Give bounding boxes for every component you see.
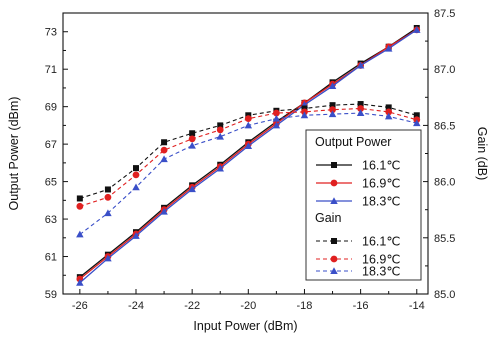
data-marker-circle bbox=[330, 255, 338, 263]
data-marker-circle bbox=[188, 135, 196, 143]
data-marker-triangle bbox=[244, 121, 253, 129]
data-marker-circle bbox=[76, 202, 84, 210]
data-marker-triangle bbox=[244, 142, 253, 150]
y-right-tick-label: 86.0 bbox=[434, 177, 455, 189]
y-axis-right-title: Gain (dB) bbox=[475, 127, 489, 181]
data-marker-circle bbox=[244, 115, 252, 123]
data-marker-circle bbox=[160, 146, 168, 154]
data-marker-square bbox=[331, 162, 337, 168]
data-marker-circle bbox=[329, 106, 336, 114]
data-marker-circle bbox=[132, 171, 140, 179]
x-tick-label: -20 bbox=[240, 300, 256, 312]
y-left-tick-label: 61 bbox=[45, 252, 57, 264]
data-marker-triangle bbox=[188, 141, 196, 149]
data-marker-triangle bbox=[76, 230, 84, 238]
data-marker-triangle bbox=[104, 209, 112, 217]
data-marker-triangle bbox=[132, 183, 140, 191]
data-marker-square bbox=[76, 195, 83, 202]
y-left-tick-label: 69 bbox=[45, 102, 57, 114]
x-tick-label: -22 bbox=[184, 300, 200, 312]
data-marker-square bbox=[329, 102, 336, 109]
data-marker-circle bbox=[216, 126, 224, 134]
data-marker-triangle bbox=[356, 109, 365, 117]
data-marker-circle bbox=[272, 109, 280, 117]
legend-label: 16.1℃ bbox=[362, 235, 400, 249]
data-marker-triangle bbox=[272, 121, 281, 129]
data-marker-triangle bbox=[330, 197, 338, 204]
x-tick-label: -18 bbox=[297, 300, 313, 312]
data-marker-square bbox=[413, 112, 420, 119]
y-left-tick-label: 59 bbox=[45, 289, 57, 301]
data-marker-square bbox=[217, 122, 224, 129]
legend-label: 16.9℃ bbox=[362, 253, 400, 267]
data-marker-triangle bbox=[160, 155, 168, 163]
data-marker-triangle bbox=[132, 232, 140, 239]
data-marker-triangle bbox=[328, 82, 337, 90]
data-marker-triangle bbox=[216, 132, 224, 140]
legend-entries: 16.1℃16.9℃18.3℃16.1℃16.9℃18.3℃ bbox=[316, 159, 400, 279]
legend: Output Power Gain 16.1℃16.9℃18.3℃16.1℃16… bbox=[305, 129, 422, 281]
data-marker-circle bbox=[330, 179, 338, 187]
y-left-tick-label: 63 bbox=[45, 214, 57, 226]
data-marker-square bbox=[189, 130, 196, 137]
data-marker-triangle bbox=[272, 114, 281, 122]
data-marker-square bbox=[133, 165, 139, 172]
data-marker-square bbox=[357, 101, 364, 108]
x-tick-label: -16 bbox=[353, 300, 369, 312]
data-marker-circle bbox=[385, 108, 393, 116]
y-left-tick-label: 71 bbox=[45, 64, 57, 76]
data-marker-triangle bbox=[384, 112, 393, 120]
legend-label: 18.3℃ bbox=[362, 195, 400, 209]
x-tick-label: -26 bbox=[72, 300, 88, 312]
data-marker-triangle bbox=[330, 267, 338, 274]
data-marker-square bbox=[104, 186, 111, 193]
legend-label: 16.1℃ bbox=[362, 159, 400, 173]
x-axis-title: Input Power (dBm) bbox=[193, 319, 297, 333]
x-tick-label: -24 bbox=[128, 300, 144, 312]
axes-ticks: -26 -24 -22 -20 -18 -16 -14 59 61 63 65 67 69 71 73 85.… bbox=[45, 8, 456, 312]
legend-box bbox=[305, 129, 422, 281]
data-marker-square bbox=[161, 139, 168, 146]
data-marker-triangle bbox=[188, 185, 196, 193]
data-marker-triangle bbox=[76, 279, 84, 286]
data-marker-triangle bbox=[104, 254, 112, 262]
data-marker-circle bbox=[357, 105, 365, 112]
data-marker-triangle bbox=[216, 164, 224, 172]
data-marker-triangle bbox=[413, 26, 421, 33]
legend-group-gain: Gain bbox=[315, 211, 341, 225]
data-marker-square bbox=[331, 238, 337, 244]
plot-area bbox=[76, 24, 421, 286]
data-marker-triangle bbox=[413, 119, 421, 127]
legend-group-output-power: Output Power bbox=[315, 135, 391, 149]
x-tick-label: -14 bbox=[409, 300, 425, 312]
data-marker-triangle bbox=[160, 207, 168, 215]
y-right-tick-label: 85.0 bbox=[434, 289, 455, 301]
data-marker-square bbox=[385, 104, 392, 111]
y-right-tick-label: 86.5 bbox=[434, 120, 455, 132]
y-right-tick-label: 87.5 bbox=[434, 8, 455, 20]
series-gain bbox=[76, 109, 421, 238]
y-right-tick-label: 85.5 bbox=[434, 233, 455, 245]
data-marker-circle bbox=[104, 193, 112, 201]
data-marker-triangle bbox=[356, 61, 365, 69]
y-left-tick-label: 65 bbox=[45, 177, 57, 189]
data-marker-triangle bbox=[300, 111, 309, 119]
y-left-tick-label: 67 bbox=[45, 139, 57, 151]
data-marker-triangle bbox=[384, 44, 393, 52]
y-axis-left-title: Output Power (dBm) bbox=[7, 97, 21, 211]
data-marker-triangle bbox=[328, 110, 337, 118]
y-left-tick-label: 73 bbox=[45, 27, 57, 39]
legend-label: 18.3℃ bbox=[362, 265, 400, 279]
y-right-tick-label: 87.0 bbox=[434, 64, 455, 76]
legend-label: 16.9℃ bbox=[362, 177, 400, 191]
